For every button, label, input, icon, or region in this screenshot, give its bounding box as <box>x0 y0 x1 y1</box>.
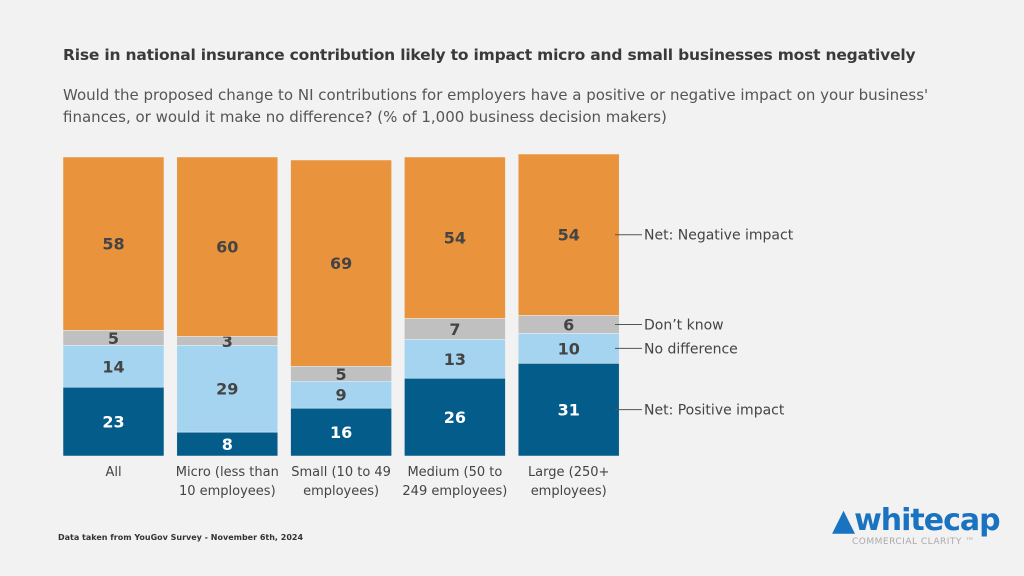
data-label: 7 <box>449 320 460 339</box>
data-label: 23 <box>102 413 124 432</box>
category-label: Micro (less than 10 employees) <box>176 465 279 499</box>
data-label: 3 <box>222 332 233 351</box>
bar-segment <box>176 345 279 433</box>
legend-label: Net: Negative impact <box>644 228 794 244</box>
data-label: 29 <box>216 380 238 399</box>
chart-title: Rise in national insurance contribution … <box>63 46 916 64</box>
data-label: 5 <box>336 365 347 384</box>
bar-segment <box>62 156 165 331</box>
data-label: 60 <box>216 238 238 257</box>
category-label: Large (250+ employees) <box>528 465 610 499</box>
bar-segment <box>404 156 506 319</box>
bar-segment <box>290 159 392 367</box>
data-label: 9 <box>336 386 347 405</box>
bar-segment <box>62 386 165 457</box>
data-label: 14 <box>102 357 124 376</box>
chart-subtitle: Would the proposed change to NI contribu… <box>63 86 929 126</box>
bar-segment <box>404 339 506 379</box>
data-label: 54 <box>444 229 466 248</box>
source-note: Data taken from YouGov Survey - November… <box>58 533 304 542</box>
legend-label: No difference <box>644 341 738 357</box>
bar-segment <box>517 153 620 316</box>
bar-segment <box>290 407 392 457</box>
bar-segment <box>290 381 392 409</box>
data-label: 13 <box>444 350 466 369</box>
data-label: 5 <box>108 329 119 348</box>
bar-segment <box>176 156 279 337</box>
bar-segment <box>62 345 165 388</box>
legend-label: Don’t know <box>644 317 724 333</box>
data-label: 26 <box>444 408 466 427</box>
data-label: 16 <box>330 423 352 442</box>
bar-segment <box>404 378 506 457</box>
data-label: 54 <box>558 226 580 245</box>
whitecap-logo: ▲whitecap COMMERCIAL CLARITY ™ <box>832 503 1001 548</box>
data-label: 6 <box>563 315 574 334</box>
data-label: 31 <box>558 401 580 420</box>
legend-label: Net: Positive impact <box>644 403 785 419</box>
data-label: 69 <box>330 254 352 273</box>
category-label: Medium (50 to 249 employees) <box>402 465 507 499</box>
data-label: 8 <box>222 435 233 454</box>
data-label: 10 <box>558 339 580 358</box>
category-label: All <box>105 465 121 480</box>
category-label: Small (10 to 49 employees) <box>291 465 391 499</box>
data-label: 58 <box>102 235 124 254</box>
